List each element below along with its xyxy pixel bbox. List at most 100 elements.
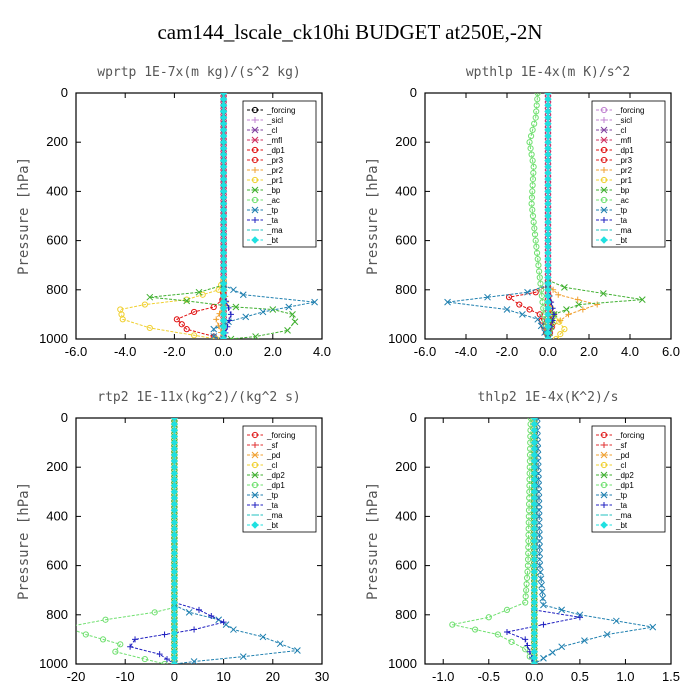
- series-line-ta: [505, 609, 580, 664]
- legend-label: _ac: [266, 196, 280, 205]
- legend-label: _dp1: [266, 481, 285, 490]
- x-tick-label: -10: [116, 669, 135, 684]
- x-tick-label: 20: [266, 669, 280, 684]
- series-point: [638, 296, 646, 303]
- y-axis-label: Pressure [hPa]: [365, 482, 381, 600]
- series-point: [239, 653, 247, 660]
- series-point: [534, 255, 541, 263]
- panel-title: wprtp 1E-7x(m kg)/(s^2 kg): [97, 65, 301, 80]
- legend-marker: [252, 117, 258, 123]
- series-point: [539, 595, 547, 602]
- legend-label: _cl: [615, 461, 626, 470]
- series-line-tp: [447, 284, 549, 339]
- legend-marker: [251, 156, 259, 164]
- series-point: [156, 651, 163, 658]
- series-point: [534, 96, 541, 103]
- series-point: [252, 333, 259, 339]
- x-tick-label: 2.0: [264, 344, 282, 359]
- x-tick-label: 0.0: [525, 669, 543, 684]
- legend-marker: [251, 196, 259, 204]
- series-point: [536, 531, 543, 539]
- series-point: [485, 614, 492, 621]
- y-tick-label: 600: [46, 558, 68, 573]
- y-tick-label: 600: [395, 558, 417, 573]
- legend: _forcing_sf_pd_cl_dp2_dp1_tp_ta_ma_bt: [591, 425, 666, 533]
- series-point: [269, 306, 277, 313]
- series-point: [199, 291, 206, 298]
- legend-label: _sf: [266, 441, 278, 450]
- series-point: [558, 606, 566, 614]
- series-point: [581, 637, 588, 644]
- y-tick-label: 400: [395, 183, 417, 198]
- series-point: [533, 108, 540, 115]
- legend-label: _sf: [615, 441, 627, 450]
- series-point: [311, 298, 318, 306]
- legend-label: _bt: [615, 521, 628, 530]
- series-point: [535, 482, 543, 490]
- legend-label: _forcing: [266, 106, 295, 115]
- series-point: [503, 606, 511, 613]
- series-point: [561, 283, 568, 291]
- series-point: [557, 330, 564, 338]
- series-point: [523, 574, 531, 582]
- series-point: [536, 543, 543, 551]
- series-point: [576, 614, 583, 621]
- series-point: [540, 601, 547, 609]
- legend: _forcing_sf_pd_cl_dp2_dp1_tp_ta_ma_bt: [242, 425, 317, 533]
- series-point: [183, 297, 191, 305]
- series-point: [208, 613, 215, 620]
- legend-label: _dp2: [615, 471, 634, 480]
- series-point: [178, 321, 185, 328]
- legend-label: _ta: [615, 501, 628, 510]
- y-tick-label: 600: [395, 233, 417, 248]
- legend-marker: [600, 236, 608, 244]
- y-tick-label: 200: [395, 459, 417, 474]
- series-point: [289, 311, 296, 318]
- series-point: [220, 619, 227, 626]
- series-point: [170, 660, 179, 664]
- legend-marker: [251, 491, 259, 499]
- legend-label: _pr3: [615, 156, 633, 165]
- series-line-dp1: [176, 284, 225, 339]
- series-point: [538, 588, 546, 596]
- x-tick-label: 1.0: [616, 669, 634, 684]
- series-point: [294, 647, 301, 654]
- legend-label: _ma: [615, 511, 632, 520]
- series-point: [119, 316, 126, 323]
- x-tick-label: -4.0: [455, 344, 477, 359]
- series-point: [524, 568, 531, 575]
- series-point: [117, 641, 124, 648]
- x-tick-label: -6.0: [65, 344, 87, 359]
- legend-label: _sicl: [266, 116, 283, 125]
- y-tick-label: 800: [395, 607, 417, 622]
- series-point: [599, 290, 607, 297]
- series-point: [531, 225, 538, 232]
- series-point: [519, 311, 526, 318]
- series-point: [259, 633, 267, 641]
- series-line-dp1: [76, 606, 175, 664]
- plot-frame: [75, 417, 323, 665]
- series-line-pr2: [215, 284, 227, 339]
- series-point: [230, 286, 237, 294]
- x-tick-label: 4.0: [621, 344, 639, 359]
- legend-marker: [600, 451, 608, 459]
- series-point: [220, 93, 227, 97]
- legend-label: _pr2: [615, 166, 633, 175]
- series-point: [535, 469, 542, 477]
- legend-marker: [600, 461, 608, 469]
- series-point: [528, 194, 536, 201]
- series-point: [563, 306, 570, 313]
- series-point: [575, 301, 583, 308]
- legend-marker: [600, 431, 608, 439]
- series-line-ac: [528, 93, 549, 339]
- series-point: [146, 324, 153, 332]
- series-point: [112, 648, 119, 655]
- series-point: [171, 660, 178, 664]
- legend-marker: [601, 217, 607, 223]
- legend-label: _cl: [615, 126, 626, 135]
- legend-marker: [601, 502, 607, 508]
- series-point: [484, 293, 491, 301]
- series-point: [522, 646, 529, 653]
- series-point: [533, 249, 541, 256]
- x-tick-label: -2.0: [496, 344, 518, 359]
